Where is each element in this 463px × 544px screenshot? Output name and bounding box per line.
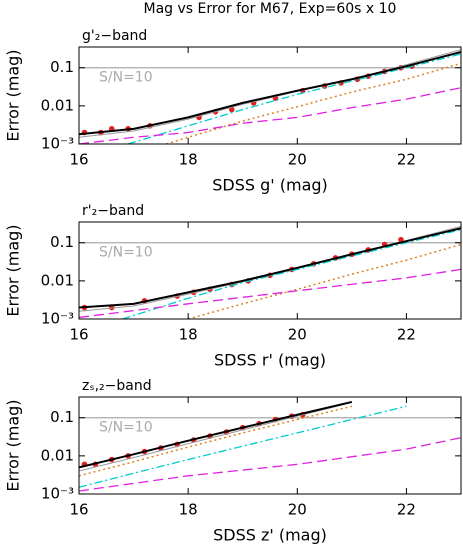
x-tick-label: 18 xyxy=(179,326,198,344)
model-line xyxy=(79,87,461,144)
x-tick-label: 16 xyxy=(69,326,88,344)
y-tick-label: 0.01 xyxy=(41,446,74,464)
x-axis-label: SDSS g' (mag) xyxy=(212,176,328,195)
figure-title: Mag vs Error for M67, Exp=60s x 10 xyxy=(144,1,397,17)
panel-title: r'₂−band xyxy=(82,203,144,219)
model-line xyxy=(79,50,461,136)
y-axis-label: Error (mag) xyxy=(4,399,23,491)
reference-label: S/N=10 xyxy=(99,245,153,261)
x-tick-label: 16 xyxy=(69,151,88,169)
model-line xyxy=(79,227,461,309)
y-tick-label: 0.1 xyxy=(50,58,74,76)
x-tick-label: 16 xyxy=(69,501,88,519)
x-tick-label: 22 xyxy=(397,501,416,519)
model-line xyxy=(187,243,461,319)
y-tick-label: 0.1 xyxy=(50,408,74,426)
y-tick-label: 0.1 xyxy=(50,233,74,251)
y-tick-label: 0.01 xyxy=(41,271,74,289)
axes-frame xyxy=(78,396,462,495)
plot-area xyxy=(79,400,461,492)
model-line xyxy=(79,405,353,477)
model-line xyxy=(79,225,461,312)
model-line xyxy=(79,437,461,492)
x-tick-label: 20 xyxy=(288,151,307,169)
model-line xyxy=(166,62,461,144)
axes-frame xyxy=(78,221,462,320)
model-line xyxy=(122,229,461,319)
x-tick-label: 18 xyxy=(179,151,198,169)
y-tick-label: 10⁻³ xyxy=(41,485,74,503)
plot-area xyxy=(79,49,461,144)
reference-label: S/N=10 xyxy=(99,420,153,436)
reference-label: S/N=10 xyxy=(99,70,153,86)
x-axis-label: SDSS z' (mag) xyxy=(213,526,327,544)
model-line xyxy=(127,53,461,144)
y-tick-label: 10⁻³ xyxy=(41,310,74,328)
y-tick-label: 0.01 xyxy=(41,96,74,114)
model-line xyxy=(79,402,352,472)
x-axis-label: SDSS r' (mag) xyxy=(214,351,326,370)
model-line xyxy=(79,49,461,138)
x-tick-label: 22 xyxy=(397,151,416,169)
model-line xyxy=(79,405,407,488)
model-line xyxy=(79,268,461,319)
data-point xyxy=(229,106,235,113)
axes-frame xyxy=(78,46,462,145)
panel-title: zₛ,₂−band xyxy=(82,378,152,394)
x-tick-label: 22 xyxy=(397,326,416,344)
x-tick-label: 18 xyxy=(179,501,198,519)
y-tick-label: 10⁻³ xyxy=(41,135,74,153)
plot-area xyxy=(79,225,461,319)
panel-title: g'₂−band xyxy=(82,28,147,44)
model-line xyxy=(79,400,353,469)
x-tick-label: 20 xyxy=(288,326,307,344)
y-axis-label: Error (mag) xyxy=(4,224,23,316)
x-tick-label: 20 xyxy=(288,501,307,519)
y-axis-label: Error (mag) xyxy=(4,49,23,141)
